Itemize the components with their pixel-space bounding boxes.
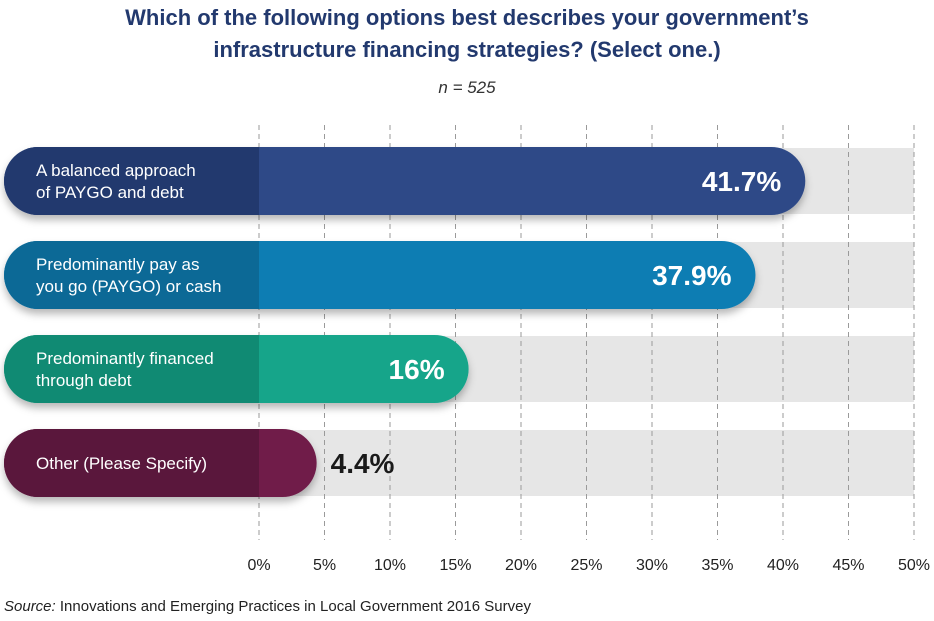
category-label-2: Predominantly pay as you go (PAYGO) or ca… [36,255,222,296]
x-axis-ticks: 0% 5% 10% 15% 20% 25% 30% 35% 40% 45% 50% [247,557,930,574]
x-tick-label-45: 45% [832,557,864,574]
source-note: Source: Innovations and Emerging Practic… [4,598,531,615]
source-text: Innovations and Emerging Practices in Lo… [59,598,531,615]
value-label-1: 41.7% [702,166,781,197]
bar-2: Predominantly pay as you go (PAYGO) or ca… [4,241,756,309]
bar-1: A balanced approach of PAYGO and debt 41.7… [4,147,806,215]
category-label-3: Predominantly financed through debt [36,349,214,390]
bar-label-area-1 [4,147,259,215]
x-tick-label-35: 35% [701,557,733,574]
bar-label-area-4 [4,429,259,497]
bar-label-area-2 [4,241,259,309]
category-label-line: Predominantly financed [36,349,214,368]
value-label-2: 37.9% [652,260,731,291]
category-label-line: through debt [36,371,132,390]
value-label-4: 4.4% [331,448,395,479]
x-tick-label-20: 20% [505,557,537,574]
chart-title-line-2: infrastructure financing strategies? (Se… [213,37,721,62]
value-label-3: 16% [389,354,445,385]
category-label-line: Predominantly pay as [36,255,199,274]
x-tick-label-30: 30% [636,557,668,574]
category-label-line: Other (Please Specify) [36,454,207,473]
x-tick-label-25: 25% [570,557,602,574]
x-tick-label-5: 5% [313,557,336,574]
x-tick-label-15: 15% [439,557,471,574]
bar-4: Other (Please Specify) 4.4% [4,429,395,497]
category-label-line: of PAYGO and debt [36,183,184,202]
category-label-1: A balanced approach of PAYGO and debt [36,161,196,202]
category-label-line: A balanced approach [36,161,196,180]
category-label-line: you go (PAYGO) or cash [36,277,222,296]
x-tick-label-10: 10% [374,557,406,574]
bars: A balanced approach of PAYGO and debt 41.7… [4,147,806,497]
chart-title: Which of the following options best desc… [0,2,934,66]
category-label-4: Other (Please Specify) [36,454,207,473]
chart-subtitle: n = 525 [438,78,496,97]
x-tick-label-50: 50% [898,557,930,574]
bar-label-area-3 [4,335,259,403]
x-tick-label-40: 40% [767,557,799,574]
source-label: Source: [4,598,56,615]
bar-3: Predominantly financed through debt 16% [4,335,469,403]
chart-title-line-1: Which of the following options best desc… [125,5,809,30]
x-tick-label-0: 0% [247,557,270,574]
